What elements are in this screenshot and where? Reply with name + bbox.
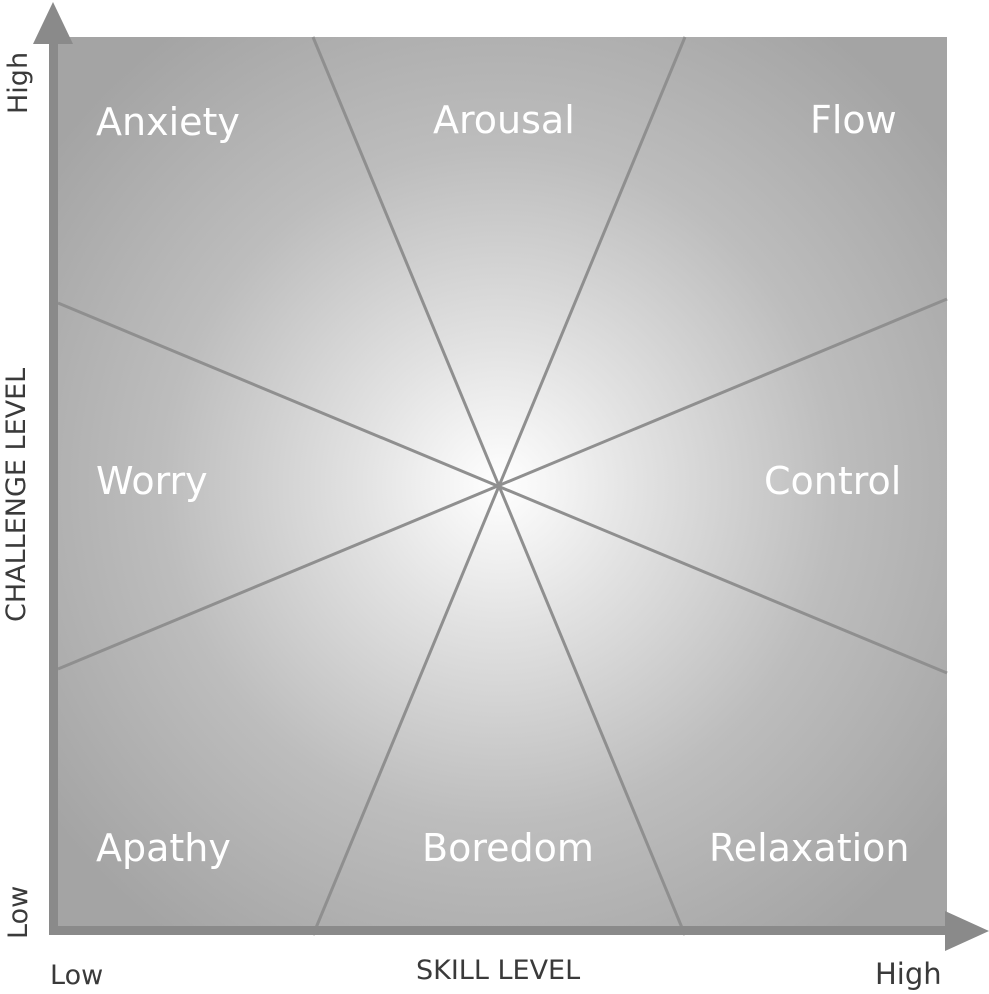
divider-line-worry-bottom <box>57 297 948 671</box>
y-axis-high-label: High <box>3 51 34 114</box>
axes <box>33 2 989 951</box>
x-axis-title: SKILL LEVEL <box>416 955 581 986</box>
plot-area <box>58 37 947 935</box>
divider-lines <box>57 36 948 936</box>
y-axis-arrowhead <box>33 2 73 44</box>
region-label-arousal: Arousal <box>433 98 575 142</box>
x-axis-low-label: Low <box>50 960 104 991</box>
region-label-flow: Flow <box>810 98 897 142</box>
x-axis-arrowhead <box>945 911 989 951</box>
region-label-anxiety: Anxiety <box>96 100 240 144</box>
region-label-boredom: Boredom <box>422 826 594 870</box>
x-axis-line <box>49 926 949 935</box>
y-axis-title: CHALLENGE LEVEL <box>1 367 32 622</box>
divider-line-worry-top <box>57 301 948 675</box>
region-label-apathy: Apathy <box>96 826 231 870</box>
y-axis-low-label: Low <box>3 885 34 939</box>
region-label-control: Control <box>764 459 902 503</box>
y-axis-line <box>49 30 58 935</box>
region-label-worry: Worry <box>96 459 208 503</box>
region-label-relaxation: Relaxation <box>709 826 910 870</box>
x-axis-high-label: High <box>875 957 942 991</box>
